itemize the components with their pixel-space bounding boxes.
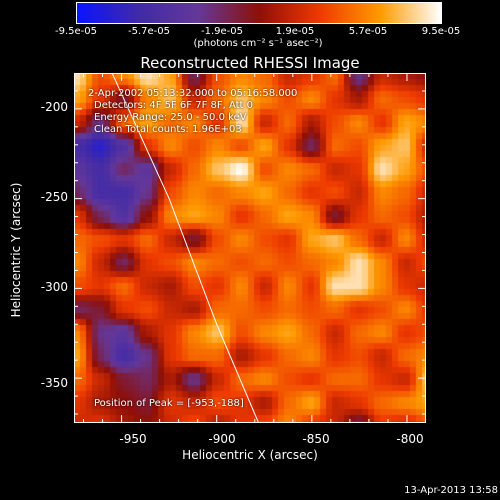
y-tick-label: -350 [40, 376, 68, 390]
colorbar-units: (photons cm⁻² s⁻¹ asec⁻²) [193, 38, 323, 49]
axis-ticks [74, 73, 426, 423]
y-tick-label: -200 [40, 100, 68, 114]
colorbar-tick-label: 5.7e-05 [348, 26, 388, 37]
colorbar-tick-label: 9.5e-05 [421, 26, 461, 37]
heatmap-image [74, 73, 426, 423]
chart-title: Reconstructed RHESSI Image [140, 54, 360, 72]
colorbar-tick-label: -1.9e-05 [201, 26, 243, 37]
x-tick-label: -950 [119, 432, 147, 446]
x-tick-label: -850 [302, 432, 330, 446]
time-range-label: 2-Apr-2002 05:13:32.000 to 05:16:58.000 [88, 88, 298, 99]
energy-range-label: Energy Range: 25.0 - 50.0 keV [94, 112, 247, 123]
x-tick-label: -900 [208, 432, 236, 446]
solar-limb-line [111, 73, 260, 423]
peak-position-label: Position of Peak = [-953,-188] [94, 398, 244, 409]
detectors-label: Detectors: 4F 5F 6F 7F 8F, Att 0 [94, 100, 254, 111]
x-axis-title: Heliocentric X (arcsec) [182, 448, 318, 462]
y-tick-label: -250 [40, 190, 68, 204]
colorbar-gradient [77, 3, 441, 23]
timestamp-footer: 13-Apr-2013 13:58 [404, 485, 498, 496]
y-axis-title: Heliocentric Y (arcsec) [9, 182, 23, 318]
x-tick-label: -800 [396, 432, 424, 446]
plot-area: 2-Apr-2002 05:13:32.000 to 05:16:58.000 … [74, 73, 426, 423]
colorbar [76, 2, 442, 24]
colorbar-tick-label: -9.5e-05 [55, 26, 97, 37]
y-tick-label: -300 [40, 280, 68, 294]
colorbar-tick-label: -5.7e-05 [128, 26, 170, 37]
plot-overlay [74, 73, 426, 423]
clean-counts-label: Clean Total counts: 1.96E+03 [94, 124, 242, 135]
plot-frame [74, 73, 426, 423]
colorbar-tick-label: 1.9e-05 [275, 26, 315, 37]
